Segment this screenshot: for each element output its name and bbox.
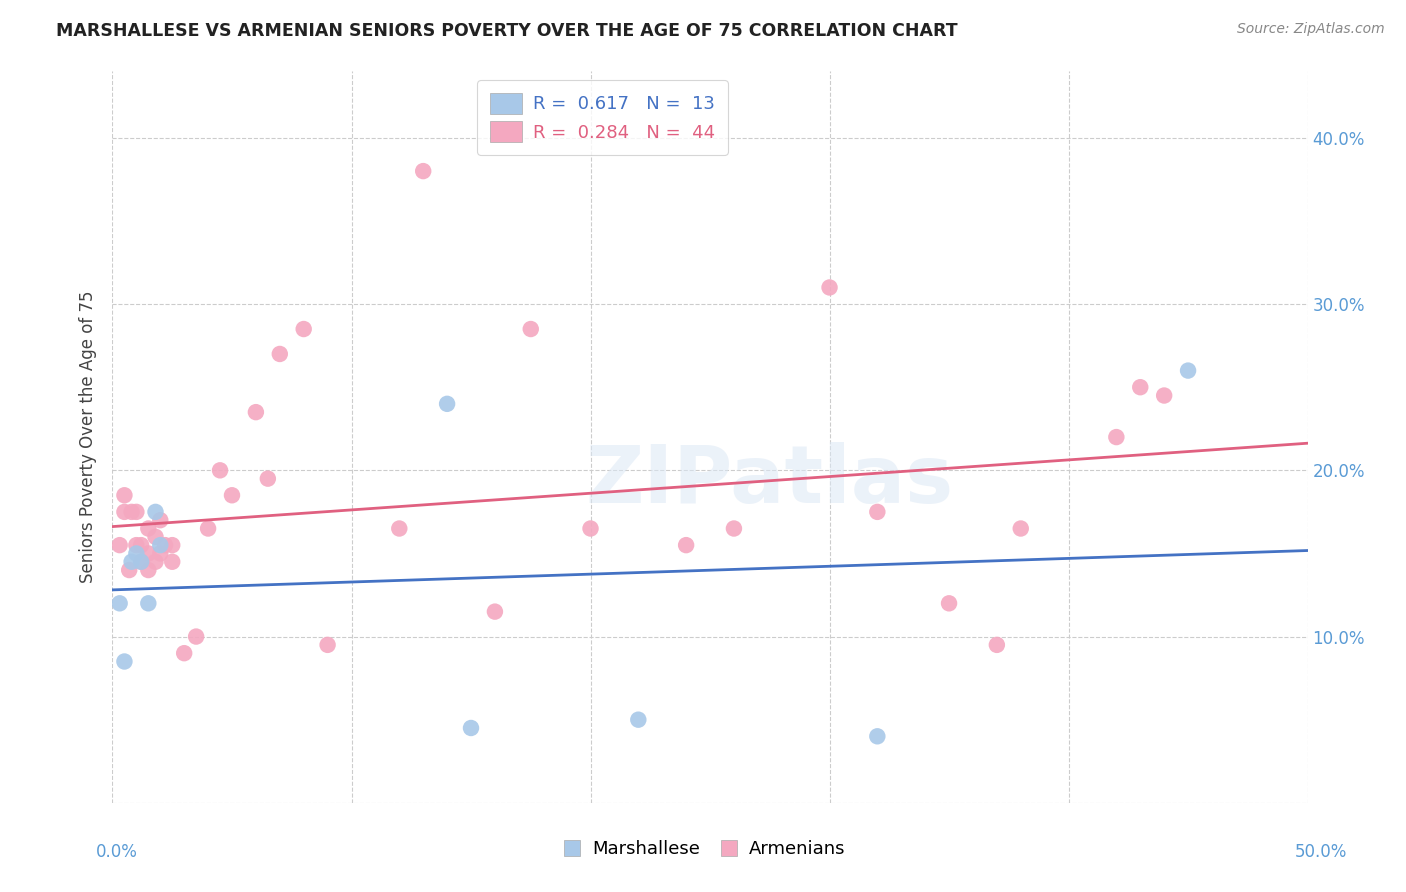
Point bbox=[245, 405, 267, 419]
Point bbox=[108, 538, 131, 552]
Point bbox=[108, 596, 131, 610]
Point bbox=[125, 538, 148, 552]
Point bbox=[866, 505, 889, 519]
Point bbox=[675, 538, 697, 552]
Point bbox=[138, 521, 160, 535]
Y-axis label: Seniors Poverty Over the Age of 75: Seniors Poverty Over the Age of 75 bbox=[79, 291, 97, 583]
Point bbox=[484, 605, 506, 619]
Point bbox=[129, 555, 152, 569]
Point bbox=[269, 347, 291, 361]
Point bbox=[520, 322, 543, 336]
Point bbox=[149, 538, 172, 552]
Point bbox=[627, 713, 650, 727]
Legend: R =  0.617   N =  13, R =  0.284   N =  44: R = 0.617 N = 13, R = 0.284 N = 44 bbox=[477, 80, 728, 154]
Point bbox=[138, 546, 160, 560]
Point bbox=[1177, 363, 1199, 377]
Point bbox=[138, 563, 160, 577]
Point bbox=[186, 630, 208, 644]
Point bbox=[145, 505, 167, 519]
Point bbox=[818, 280, 841, 294]
Point bbox=[153, 538, 176, 552]
Point bbox=[121, 555, 143, 569]
Point bbox=[149, 546, 172, 560]
Point bbox=[129, 555, 152, 569]
Point bbox=[138, 596, 160, 610]
Point bbox=[1129, 380, 1152, 394]
Point bbox=[1010, 521, 1032, 535]
Text: Source: ZipAtlas.com: Source: ZipAtlas.com bbox=[1237, 22, 1385, 37]
Point bbox=[316, 638, 339, 652]
Point bbox=[723, 521, 745, 535]
Legend: Marshallese, Armenians: Marshallese, Armenians bbox=[554, 833, 852, 865]
Text: MARSHALLESE VS ARMENIAN SENIORS POVERTY OVER THE AGE OF 75 CORRELATION CHART: MARSHALLESE VS ARMENIAN SENIORS POVERTY … bbox=[56, 22, 957, 40]
Text: ZIPatlas: ZIPatlas bbox=[586, 442, 953, 520]
Point bbox=[145, 555, 167, 569]
Point bbox=[114, 655, 135, 669]
Point bbox=[121, 505, 143, 519]
Point bbox=[145, 530, 167, 544]
Point bbox=[125, 505, 148, 519]
Point bbox=[412, 164, 434, 178]
Point bbox=[436, 397, 458, 411]
Point bbox=[1105, 430, 1128, 444]
Point bbox=[162, 538, 183, 552]
Point bbox=[149, 513, 172, 527]
Point bbox=[292, 322, 315, 336]
Point bbox=[173, 646, 195, 660]
Point bbox=[162, 555, 183, 569]
Point bbox=[388, 521, 411, 535]
Point bbox=[197, 521, 219, 535]
Point bbox=[129, 538, 152, 552]
Point bbox=[209, 463, 232, 477]
Point bbox=[118, 563, 141, 577]
Point bbox=[114, 488, 135, 502]
Point bbox=[938, 596, 960, 610]
Point bbox=[460, 721, 482, 735]
Point bbox=[1153, 388, 1175, 402]
Text: 0.0%: 0.0% bbox=[96, 843, 138, 861]
Point bbox=[866, 729, 889, 743]
Point bbox=[986, 638, 1008, 652]
Text: 50.0%: 50.0% bbox=[1295, 843, 1347, 861]
Point bbox=[257, 472, 280, 486]
Point bbox=[125, 546, 148, 560]
Point bbox=[221, 488, 243, 502]
Point bbox=[114, 505, 135, 519]
Point bbox=[579, 521, 602, 535]
